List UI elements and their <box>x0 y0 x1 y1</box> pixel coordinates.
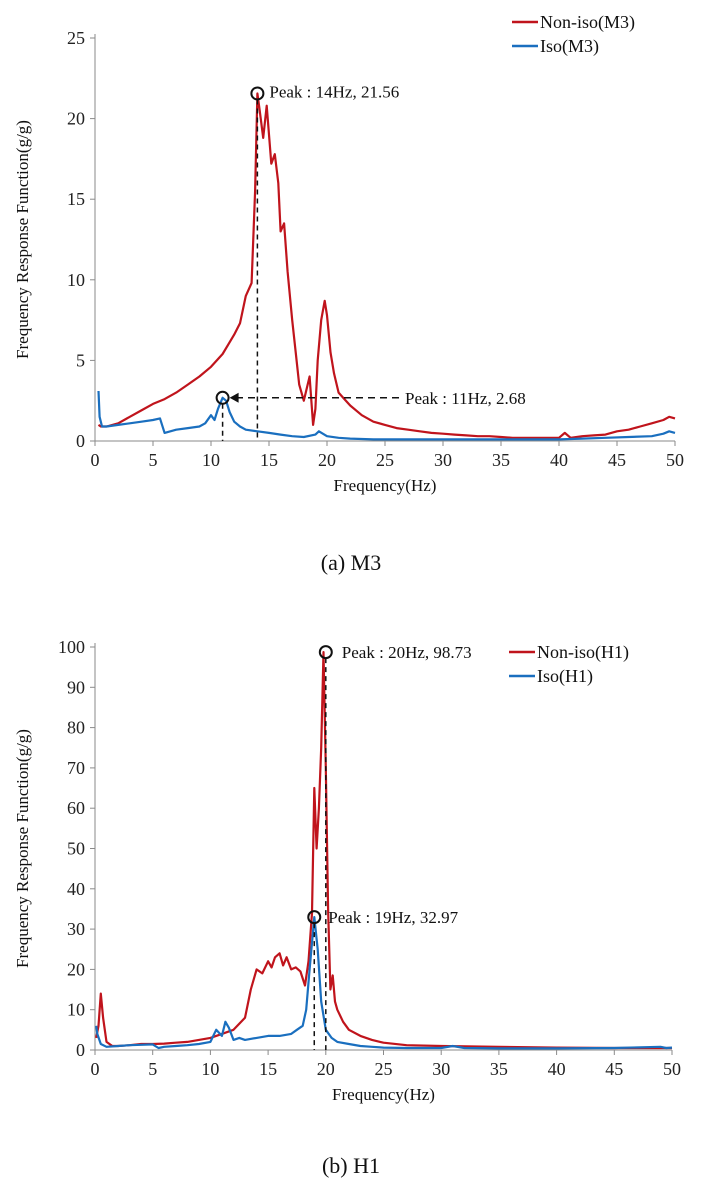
x-tick-label: 0 <box>91 1059 100 1079</box>
y-tick-label: 15 <box>67 189 85 209</box>
chart-h1: 0 10 20 30 40 50 60 70 80 90 100 0 5 10 15 20 25 30 35 40 45… <box>13 637 681 1178</box>
legend-label: Iso(H1) <box>537 666 593 687</box>
peak-annotation: Peak : 14Hz, 21.56 <box>269 82 399 101</box>
y-tick-label: 100 <box>58 637 85 657</box>
legend-label: Non-iso(H1) <box>537 642 629 663</box>
x-tick-label: 20 <box>317 1059 335 1079</box>
y-tick-label: 5 <box>76 350 85 370</box>
x-tick-label: 35 <box>492 450 510 470</box>
legend-label: Non-iso(M3) <box>540 12 635 33</box>
x-tick-label: 0 <box>91 450 100 470</box>
y-tick-label: 40 <box>67 879 85 899</box>
x-tick-label: 45 <box>605 1059 623 1079</box>
x-tick-label: 35 <box>490 1059 508 1079</box>
y-tick-label: 70 <box>67 758 85 778</box>
peak-marker <box>250 86 265 101</box>
y-tick-label: 0 <box>76 1040 85 1060</box>
x-tick-label: 30 <box>432 1059 450 1079</box>
y-tick-label: 80 <box>67 718 85 738</box>
peak-annotation: Peak : 20Hz, 98.73 <box>342 643 472 662</box>
x-tick-label: 40 <box>550 450 568 470</box>
x-tick-label: 40 <box>548 1059 566 1079</box>
peak-annotation: Peak : 11Hz, 2.68 <box>405 389 526 408</box>
x-tick-label: 50 <box>666 450 684 470</box>
chart-m3: 0 5 10 15 20 25 0 5 10 15 20 25 30 35 40 45 50 Frequency(… <box>13 12 684 575</box>
series-line-iso <box>95 915 673 1050</box>
chart-caption: (a) M3 <box>321 550 381 575</box>
x-tick-label: 5 <box>149 450 158 470</box>
peak-marker <box>215 390 230 405</box>
y-tick-label: 60 <box>67 798 85 818</box>
y-tick-label: 25 <box>67 28 85 48</box>
x-axis-label: Frequency(Hz) <box>334 476 437 495</box>
legend-label: Iso(M3) <box>540 36 599 57</box>
y-axis-label: Frequency Response Function(g/g) <box>13 120 32 359</box>
x-tick-label: 10 <box>201 1059 219 1079</box>
x-tick-label: 20 <box>318 450 336 470</box>
y-tick-label: 20 <box>67 959 85 979</box>
y-tick-label: 0 <box>76 431 85 451</box>
x-tick-label: 45 <box>608 450 626 470</box>
y-tick-label: 10 <box>67 1000 85 1020</box>
series-line-iso <box>97 390 676 441</box>
y-tick-label: 50 <box>67 839 85 859</box>
x-axis-label: Frequency(Hz) <box>332 1085 435 1104</box>
x-tick-label: 50 <box>663 1059 681 1079</box>
x-tick-label: 25 <box>376 450 394 470</box>
peak-marker <box>318 645 333 660</box>
x-tick-label: 25 <box>375 1059 393 1079</box>
peak-marker <box>307 910 322 925</box>
x-tick-label: 15 <box>259 1059 277 1079</box>
y-tick-label: 30 <box>67 919 85 939</box>
x-tick-label: 5 <box>148 1059 157 1079</box>
arrow-head-icon <box>229 392 239 403</box>
chart-caption: (b) H1 <box>322 1153 380 1178</box>
series-line-non-iso <box>95 650 672 1050</box>
y-tick-label: 90 <box>67 677 85 697</box>
y-tick-label: 20 <box>67 109 85 129</box>
x-tick-label: 15 <box>260 450 278 470</box>
y-tick-label: 10 <box>67 270 85 290</box>
x-tick-label: 30 <box>434 450 452 470</box>
series-line-non-iso <box>97 92 676 439</box>
x-tick-label: 10 <box>202 450 220 470</box>
y-axis-label: Frequency Response Function(g/g) <box>13 729 32 968</box>
peak-annotation: Peak : 19Hz, 32.97 <box>328 908 458 927</box>
